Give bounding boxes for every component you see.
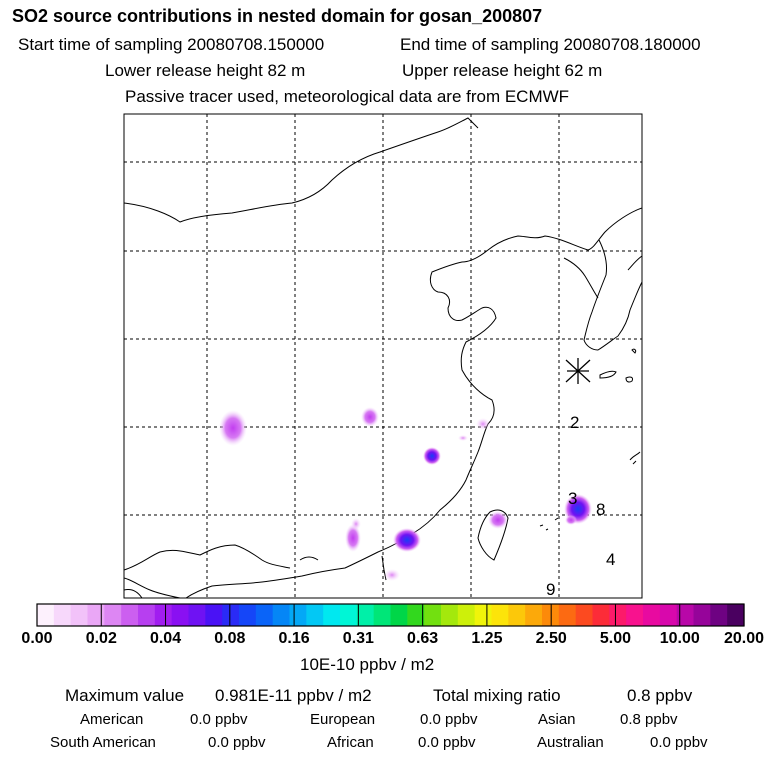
colorbar-cell bbox=[525, 604, 543, 626]
colorbar-tick-label: 20.00 bbox=[723, 630, 765, 647]
lower-release-height: Lower release height 82 m bbox=[105, 61, 306, 80]
plot-title: SO2 source contributions in nested domai… bbox=[12, 6, 543, 26]
colorbar-cell bbox=[138, 604, 156, 626]
colorbar-cell bbox=[693, 604, 711, 626]
start-time: Start time of sampling 20080708.150000 bbox=[18, 35, 325, 54]
colorbar-cell bbox=[373, 604, 392, 626]
colorbar-cell bbox=[255, 604, 274, 626]
map-label-8: 8 bbox=[596, 500, 605, 519]
colorbar-cell bbox=[626, 604, 644, 626]
region-value-asian: 0.8 ppbv bbox=[620, 711, 678, 728]
colorbar-tick-label: 0.08 bbox=[214, 630, 246, 647]
region-value-australian: 0.0 ppbv bbox=[650, 734, 708, 751]
colorbar-cell bbox=[87, 604, 105, 626]
colorbar-cell bbox=[340, 604, 358, 626]
colorbar-cell bbox=[154, 604, 173, 626]
total-mixing-label: Total mixing ratio bbox=[433, 686, 561, 705]
colorbar-cell bbox=[390, 604, 408, 626]
map-label-2: 2 bbox=[570, 413, 579, 432]
colorbar-tick-label: 0.16 bbox=[278, 630, 310, 647]
colorbar-frame bbox=[36, 603, 745, 627]
colorbar-unit: 10E-10 ppbv / m2 bbox=[300, 655, 435, 674]
colorbar-cell bbox=[289, 604, 307, 626]
upper-release-height: Upper release height 62 m bbox=[402, 61, 603, 80]
colorbar-tick-label: 2.50 bbox=[535, 630, 567, 647]
region-value-south-american: 0.0 ppbv bbox=[208, 734, 266, 751]
colorbar-tick-label: 1.25 bbox=[471, 630, 503, 647]
coastlines bbox=[124, 117, 642, 598]
colorbar-cell bbox=[407, 604, 425, 626]
colorbar-cell bbox=[508, 604, 526, 626]
colorbar-cell bbox=[239, 604, 257, 626]
region-name-african: African bbox=[327, 734, 374, 751]
max-value: 0.981E-11 ppbv / m2 bbox=[215, 686, 372, 705]
colorbar-cell bbox=[188, 604, 206, 626]
colorbar-cell bbox=[659, 604, 678, 626]
colorbar-cell bbox=[323, 604, 341, 626]
colorbar-cell bbox=[104, 604, 122, 626]
region-value-european: 0.0 ppbv bbox=[420, 711, 478, 728]
region-name-asian: Asian bbox=[538, 711, 576, 728]
colorbar-cell bbox=[575, 604, 594, 626]
colorbar-cells bbox=[37, 604, 745, 626]
colorbar-tick-label: 0.04 bbox=[149, 630, 182, 647]
colorbar-cell bbox=[272, 604, 291, 626]
region-value-american: 0.0 ppbv bbox=[190, 711, 248, 728]
colorbar-cell bbox=[592, 604, 610, 626]
colorbar-cell bbox=[205, 604, 223, 626]
colorbar-cell bbox=[558, 604, 577, 626]
colorbar-cell bbox=[441, 604, 459, 626]
receptor-marker bbox=[565, 358, 591, 384]
region-value-african: 0.0 ppbv bbox=[418, 734, 476, 751]
colorbar-cell bbox=[424, 604, 442, 626]
colorbar-tick-label: 10.00 bbox=[659, 630, 700, 647]
colorbar-cell bbox=[171, 604, 190, 626]
colorbar-cell bbox=[676, 604, 695, 626]
map-label-3: 3 bbox=[568, 489, 577, 508]
colorbar-cell bbox=[306, 604, 324, 626]
map-frame bbox=[123, 113, 643, 599]
colorbar-cell bbox=[727, 604, 745, 626]
colorbar-cell bbox=[121, 604, 139, 626]
colorbar-tick-label: 0.31 bbox=[342, 630, 374, 647]
region-name-european: European bbox=[310, 711, 376, 728]
region-name-australian: Australian bbox=[537, 734, 604, 751]
colorbar-cell bbox=[53, 604, 72, 626]
region-name-american: American bbox=[80, 711, 144, 728]
total-mixing-value: 0.8 ppbv bbox=[627, 686, 693, 705]
colorbar-cell bbox=[710, 604, 728, 626]
colorbar-cell bbox=[491, 604, 509, 626]
map-label-9: 9 bbox=[546, 580, 555, 599]
colorbar-cell bbox=[356, 604, 375, 626]
colorbar-cell bbox=[222, 604, 240, 626]
so2-contribution-field bbox=[219, 407, 592, 581]
colorbar-cell bbox=[37, 604, 55, 626]
colorbar-tick-label: 0.00 bbox=[21, 630, 53, 647]
colorbar-cell bbox=[457, 604, 476, 626]
colorbar-tick-label: 0.02 bbox=[85, 630, 117, 647]
colorbar-cell bbox=[643, 604, 661, 626]
tracer-note: Passive tracer used, meteorological data… bbox=[125, 87, 570, 106]
region-name-south-american: South American bbox=[50, 734, 156, 751]
map-gridlines bbox=[124, 114, 642, 598]
end-time: End time of sampling 20080708.180000 bbox=[400, 35, 701, 54]
colorbar-tick-label: 0.63 bbox=[407, 630, 439, 647]
max-value-label: Maximum value bbox=[65, 686, 185, 705]
colorbar-cell bbox=[474, 604, 493, 626]
colorbar-cell bbox=[609, 604, 627, 626]
map-label-4: 4 bbox=[606, 550, 615, 569]
colorbar-tick-label: 5.00 bbox=[599, 630, 632, 647]
colorbar-cell bbox=[70, 604, 89, 626]
